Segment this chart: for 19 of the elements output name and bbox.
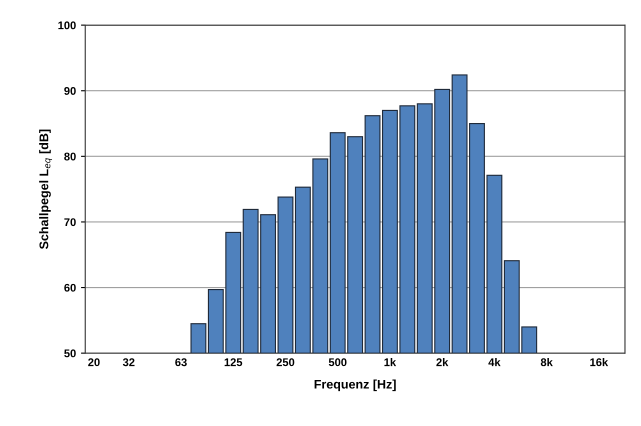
x-tick-label: 2k: [436, 358, 448, 366]
x-tick-label: 63: [175, 358, 187, 366]
y-tick-label: 70: [64, 218, 76, 226]
x-tick-label: 20: [88, 358, 100, 366]
x-tick-label: 16k: [590, 358, 608, 366]
y-tick-label: 50: [64, 349, 76, 358]
x-tick-label: 32: [122, 358, 135, 366]
y-tick-label: 80: [64, 152, 76, 160]
y-axis-title: Schallpegel L$_{eq}$ [dB]: [39, 130, 52, 250]
x-tick-label: 1k: [384, 358, 396, 366]
x-tick-label: 500: [328, 358, 347, 366]
y-tick-label: 100: [58, 21, 76, 30]
x-tick-label: 8k: [540, 358, 553, 366]
y-tick-label: 90: [64, 87, 76, 95]
x-axis-title: Frequenz [Hz]: [314, 379, 396, 392]
x-tick-label: 125: [224, 358, 242, 366]
x-tick-label: 250: [276, 358, 294, 366]
x-tick-label: 4k: [488, 358, 501, 366]
y-tick-label: 60: [64, 284, 76, 292]
